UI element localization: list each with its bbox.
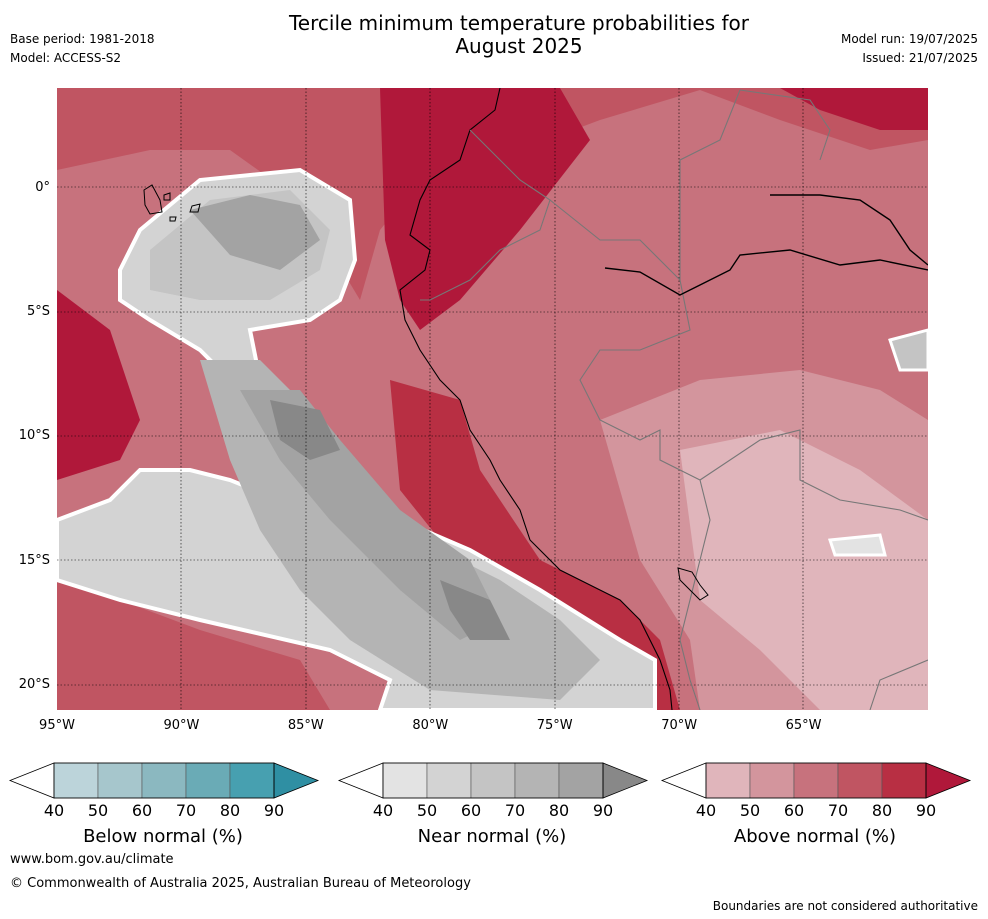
colorbar-above-segment (837, 762, 883, 799)
colorbar-near-tick: 60 (460, 801, 482, 820)
colorbar-near-segment (382, 762, 428, 799)
colorbar-below-segment (141, 762, 187, 799)
coastline (399, 88, 673, 710)
lat-tick-label: 15°S (18, 552, 50, 568)
colorbar-above-segment (749, 762, 795, 799)
colorbar-above-outline (705, 762, 927, 799)
lon-tick-label: 70°W (661, 718, 698, 733)
colorbar-near-segment (470, 762, 516, 799)
colorbar-above-segment (705, 762, 751, 799)
colorbar-above-tick: 60 (783, 801, 805, 820)
map-field (57, 88, 928, 710)
colorbar-below-outline (53, 762, 275, 799)
above-80-andes (390, 380, 680, 710)
disclaimer-text: Boundaries are not considered authoritat… (712, 899, 978, 913)
border-brazil-bolivia (699, 429, 928, 521)
colorbar-near-segment (426, 762, 472, 799)
border-colombia-brazil (679, 89, 741, 280)
lat-tick-label: 10°S (18, 428, 50, 444)
above-70-north (57, 88, 928, 300)
colorbars (8, 762, 972, 799)
near-80-north (190, 195, 320, 270)
near-90-south (440, 580, 510, 640)
graticule (57, 88, 928, 710)
rio-negro (770, 194, 928, 266)
near-normal-patch-east (888, 328, 928, 372)
model-label: Model: ACCESS-S2 (10, 51, 122, 65)
above-90-west-ocean (57, 290, 140, 480)
colorbar-below-high-extend (273, 762, 320, 799)
above-90-coast-north (380, 88, 590, 330)
lat-tick-label: 5°S (26, 303, 50, 319)
border-paraguay (869, 659, 928, 710)
colorbar-below-tick: 50 (87, 801, 109, 820)
colorbar-near-low-extend (337, 762, 384, 799)
page-title: Tercile minimum temperature probabilitie… (194, 12, 844, 58)
colorbar-below-tick: 90 (263, 801, 285, 820)
near-normal-patch-bolivia (827, 533, 887, 557)
lon-tick-label: 85°W (287, 718, 324, 733)
base-period-label: Base period: 1981-2018 (10, 32, 155, 46)
colorbar-above-tick: 50 (739, 801, 761, 820)
issued-label: Issued: 21/07/2025 (862, 51, 978, 65)
colorbar-above-high-extend (925, 762, 972, 799)
colorbar-near (337, 762, 649, 799)
above-70-southwest (57, 560, 330, 710)
colorbar-near-tick: 50 (416, 801, 438, 820)
colorbar-above-title: Above normal (%) (733, 826, 897, 847)
lon-tick-label: 95°W (39, 718, 75, 733)
colorbar-above-low-extend (660, 762, 707, 799)
colorbar-above-segment (881, 762, 927, 799)
border-venezuela-brazil (739, 89, 831, 161)
colorbar-near-segment (558, 762, 604, 799)
model-run-label: Model run: 19/07/2025 (840, 32, 978, 46)
border-colombia-ecuador-peru (420, 129, 551, 301)
above-40-southeast (680, 430, 928, 710)
copyright-text: © Commonwealth of Australia 2025, Austra… (10, 876, 471, 891)
colorbar-below-tick: 70 (175, 801, 197, 820)
galapagos-islands (143, 184, 201, 222)
colorbar-near-high-extend (602, 762, 649, 799)
lat-tick-label: 20°S (18, 677, 50, 693)
title-line-2: August 2025 (455, 34, 583, 58)
colorbar-above (660, 762, 972, 799)
colorbar-above-tick: 90 (915, 801, 937, 820)
colorbar-near-tick: 70 (504, 801, 526, 820)
lat-tick-label: 0° (35, 179, 50, 195)
colorbar-below-segment (53, 762, 99, 799)
colorbar-above-tick: 70 (827, 801, 849, 820)
colorbar-below-low-extend (8, 762, 55, 799)
colorbar-near-segment (514, 762, 560, 799)
colorbar-above-segment (793, 762, 839, 799)
amazon-river (604, 249, 928, 296)
lon-tick-label: 75°W (536, 718, 573, 733)
colorbar-below-segment (229, 762, 275, 799)
colorbar-below-tick: 40 (43, 801, 65, 820)
lon-tick-label: 80°W (412, 718, 449, 733)
colorbar-below (8, 762, 320, 799)
lon-tick-label: 90°W (163, 718, 200, 733)
colorbar-near-title: Near normal (%) (417, 826, 567, 847)
colorbar-above-tick: 80 (871, 801, 893, 820)
colorbar-near-tick: 90 (592, 801, 614, 820)
colorbar-above-tick: 40 (695, 801, 717, 820)
title-line-1: Tercile minimum temperature probabilitie… (288, 11, 750, 35)
colorbar-below-segment (185, 762, 231, 799)
colorbar-below-tick: 60 (131, 801, 153, 820)
colorbar-near-outline (382, 762, 604, 799)
lake-titicaca (677, 567, 709, 601)
colorbar-near-tick: 40 (372, 801, 394, 820)
above-90-northeast (780, 88, 928, 130)
colorbar-below-tick: 80 (219, 801, 241, 820)
lon-tick-label: 65°W (785, 718, 822, 733)
colorbar-below-title: Below normal (%) (83, 826, 243, 847)
colorbar-near-tick: 80 (548, 801, 570, 820)
colorbar-below-segment (97, 762, 143, 799)
website-link[interactable]: www.bom.gov.au/climate (10, 852, 174, 867)
near-90-core (270, 400, 340, 460)
